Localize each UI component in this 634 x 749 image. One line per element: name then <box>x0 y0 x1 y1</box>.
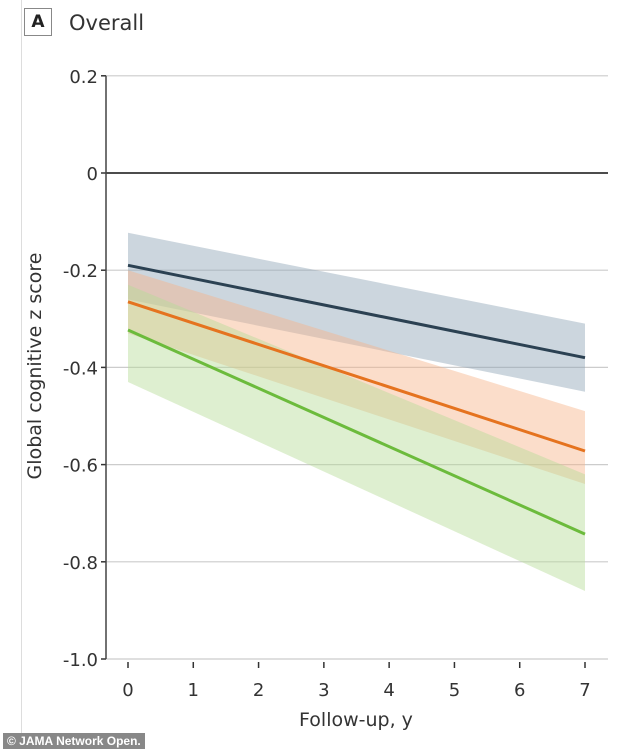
y-tick-label: -0.4 <box>63 358 98 379</box>
left-rule <box>21 0 22 749</box>
x-tick-label: 5 <box>449 680 460 701</box>
orange-series-line <box>127 300 586 453</box>
y-tick-label: -0.2 <box>63 261 98 282</box>
y-tick-label: -0.8 <box>63 553 98 574</box>
navy-series-line <box>127 263 586 360</box>
x-axis-label: Follow-up, y <box>299 709 413 731</box>
green-confidence-band <box>128 284 585 591</box>
y-tick-label: -1.0 <box>63 650 98 671</box>
y-tick-label: 0.2 <box>69 67 98 88</box>
x-tick-label: 1 <box>188 680 199 701</box>
x-tick-label: 6 <box>514 680 525 701</box>
y-axis-label: Global cognitive z score <box>24 253 46 480</box>
credit-text: © JAMA Network Open. <box>3 733 145 749</box>
panel-label: A <box>24 8 52 36</box>
green-series-line <box>127 328 586 536</box>
y-tick-label: -0.6 <box>63 456 98 477</box>
y-tick-label: 0 <box>87 164 98 185</box>
x-tick-label: 4 <box>383 680 394 701</box>
x-tick-label: 0 <box>122 680 133 701</box>
x-tick-label: 7 <box>579 680 590 701</box>
x-tick-label: 3 <box>318 680 329 701</box>
x-tick-label: 2 <box>253 680 264 701</box>
chart-title: Overall <box>69 11 145 35</box>
